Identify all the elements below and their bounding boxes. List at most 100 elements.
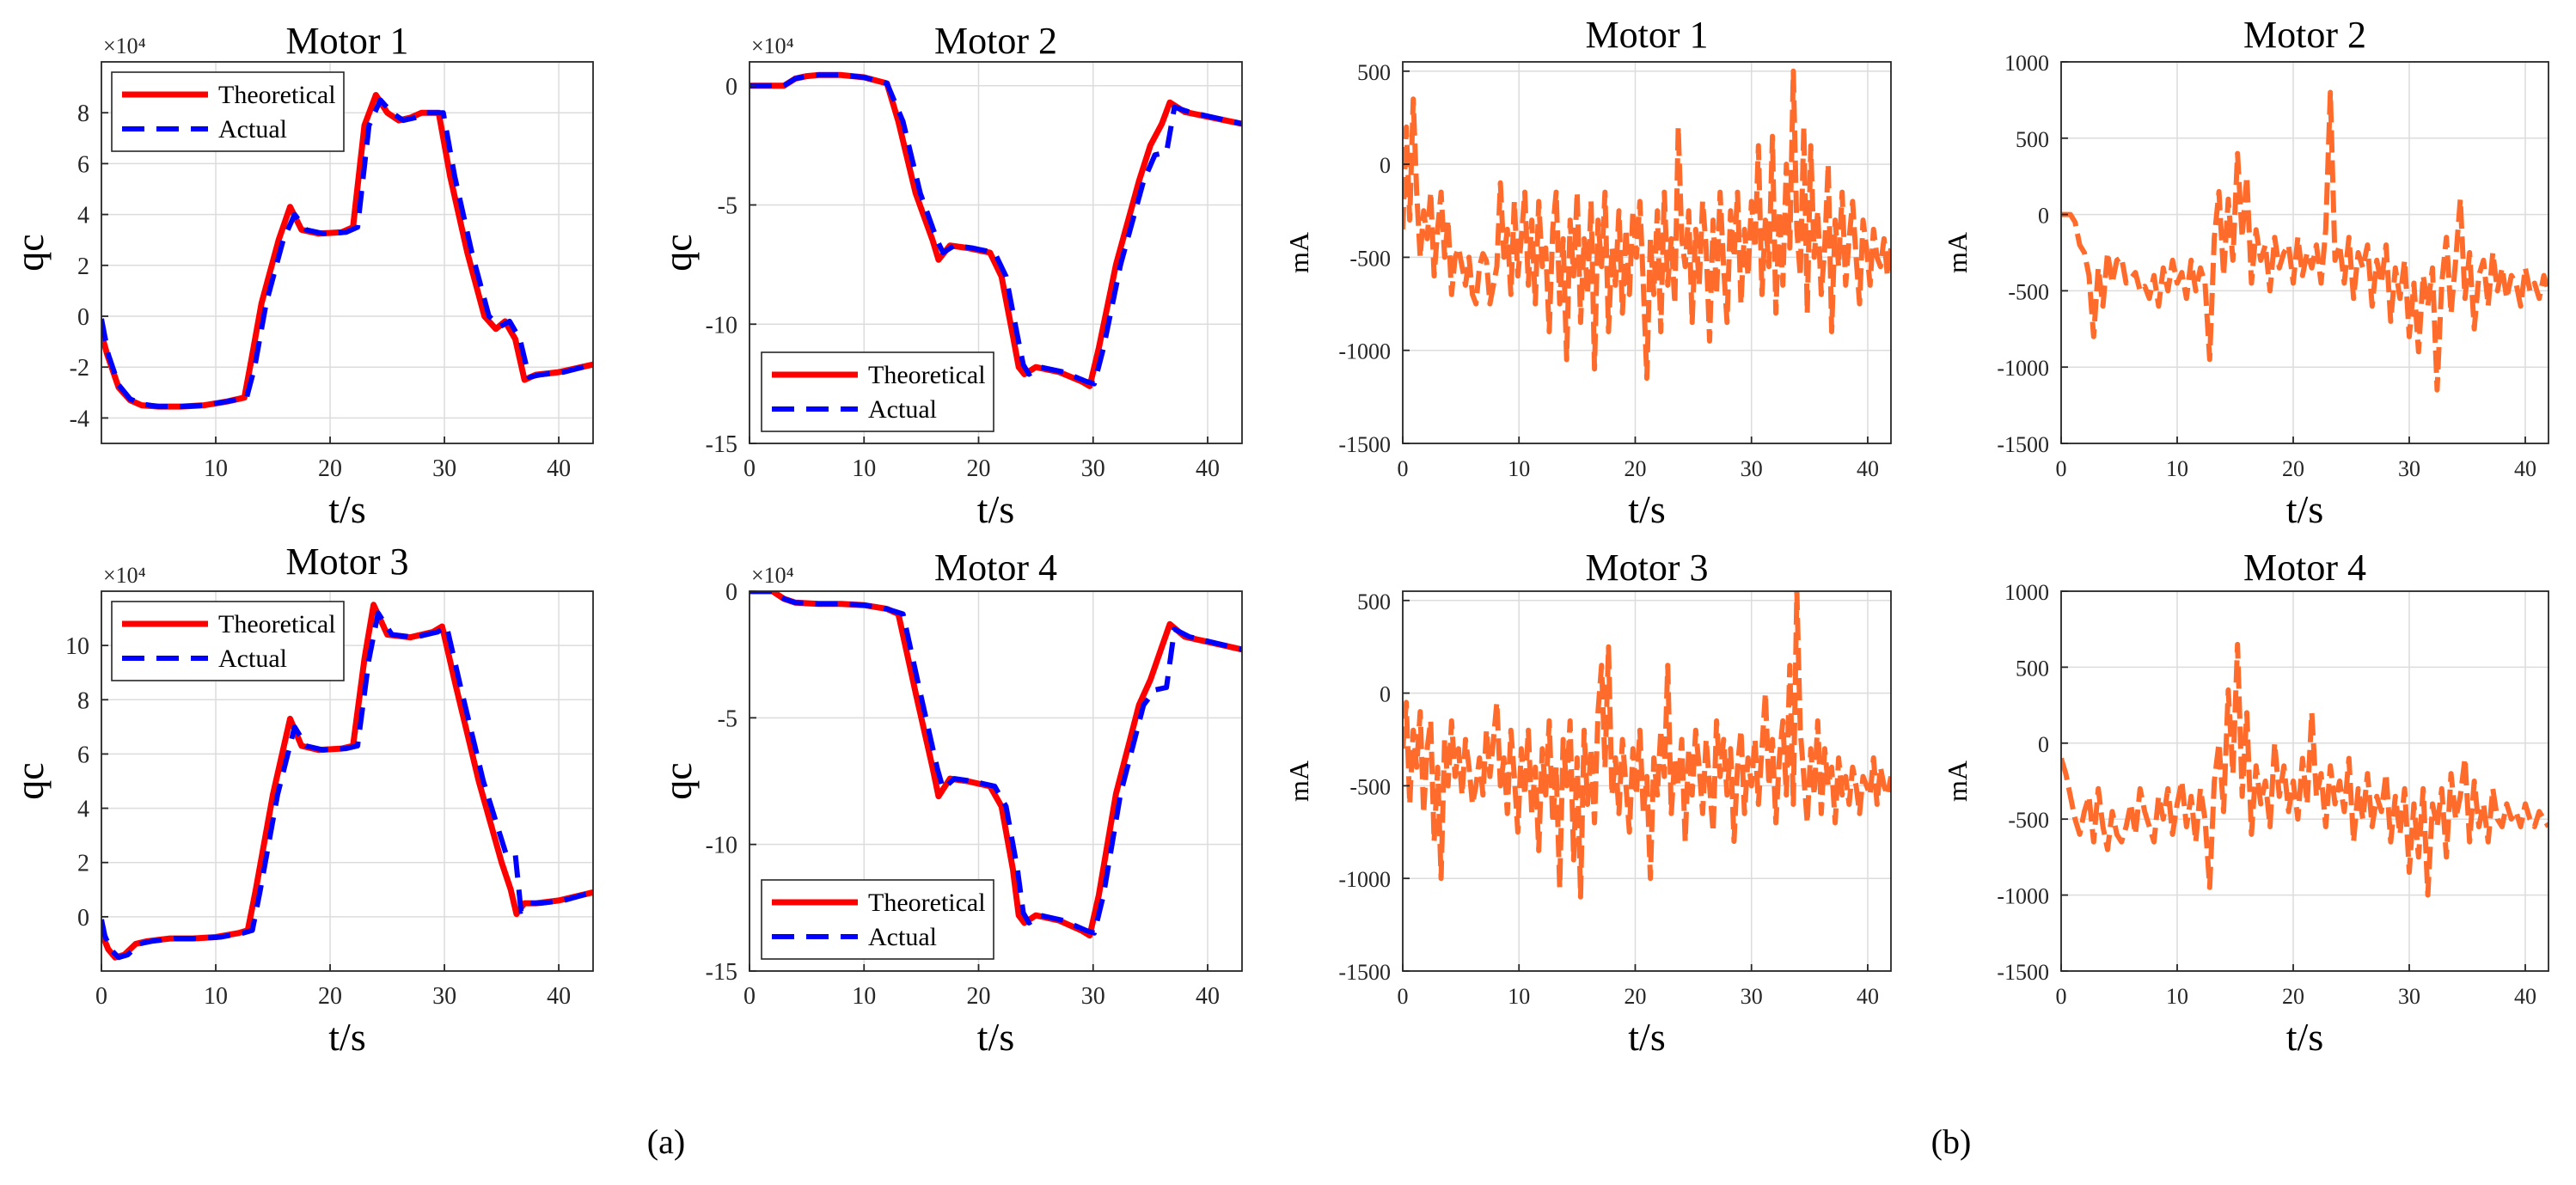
- chart-title: Motor 1: [286, 20, 409, 62]
- y-axis-label: qc: [656, 234, 700, 271]
- y-axis-label: qc: [8, 762, 52, 799]
- legend-label: Theoretical: [868, 889, 986, 917]
- x-tick-label: 10: [1508, 456, 1530, 481]
- x-tick-label: 10: [2166, 456, 2188, 481]
- y-tick-label: 2: [77, 851, 89, 877]
- x-tick-label: 40: [1857, 456, 1879, 481]
- y-tick-label: -1000: [1338, 339, 1391, 364]
- y-axis-label: mA: [1942, 232, 1973, 273]
- series-line-theoretical: [750, 591, 1242, 939]
- series-line-current: [1403, 591, 1891, 900]
- x-tick-label: 40: [547, 983, 571, 1010]
- x-tick-label: 0: [1398, 984, 1409, 1009]
- y-tick-label: -2: [70, 355, 89, 382]
- y-tick-label: -1000: [1997, 884, 2049, 909]
- chart-a1: 10 20 30 40 -4 -2 0 2 4 6 8 Motor 1 t/s qc ×10⁴ Theoret…: [8, 20, 594, 531]
- axes-frame: [101, 590, 594, 972]
- exponent-label: ×10⁴: [103, 563, 146, 588]
- y-tick-label: 0: [725, 579, 737, 606]
- chart-b3: 0 10 20 30 40 -1500 -1000 -500 0 500 Motor 3 t/s mA: [1283, 547, 1892, 1059]
- exponent-label: ×10⁴: [751, 563, 794, 588]
- x-axis-label: t/s: [977, 1015, 1014, 1059]
- y-tick-label: 0: [77, 304, 89, 331]
- x-tick-label: 20: [967, 983, 991, 1010]
- y-tick-label: 1000: [2004, 580, 2049, 605]
- legend-label: Actual: [868, 395, 937, 424]
- axes-frame: [749, 590, 1243, 972]
- series-line-current: [2061, 641, 2548, 898]
- exponent-label: ×10⁴: [751, 34, 794, 58]
- x-tick-label: 0: [2056, 456, 2067, 481]
- x-axis-label: t/s: [328, 1015, 365, 1059]
- axes-frame: [101, 61, 594, 444]
- x-axis-label: t/s: [2286, 487, 2323, 531]
- y-tick-label: 0: [77, 905, 89, 932]
- legend-label: Actual: [868, 923, 937, 951]
- x-tick-label: 30: [432, 983, 456, 1010]
- y-tick-label: 6: [77, 742, 89, 768]
- y-tick-label: 0: [1380, 682, 1391, 707]
- x-tick-label: 0: [95, 983, 107, 1010]
- x-tick-label: 30: [1741, 456, 1763, 481]
- y-tick-label: 500: [1357, 60, 1391, 85]
- x-tick-label: 30: [1081, 455, 1105, 482]
- y-tick-label: -1500: [1338, 432, 1391, 457]
- y-tick-label: -500: [1349, 774, 1391, 799]
- y-tick-label: -1000: [1338, 867, 1391, 892]
- axes-frame: [1402, 590, 1892, 972]
- y-tick-label: -1500: [1997, 432, 2049, 457]
- chart-title: Motor 3: [286, 541, 409, 583]
- y-tick-label: -1500: [1338, 960, 1391, 985]
- x-tick-label: 20: [1624, 984, 1646, 1009]
- x-tick-label: 0: [743, 983, 756, 1010]
- chart-a4: 0 10 20 30 40 -15 -10 -5 0 Motor 4 t/s qc ×10⁴ Theore…: [656, 547, 1243, 1059]
- series-line-current: [2061, 89, 2548, 393]
- x-tick-label: 10: [204, 983, 228, 1010]
- x-tick-label: 10: [1508, 984, 1530, 1009]
- legend-label: Theoretical: [218, 81, 336, 109]
- x-tick-label: 20: [318, 983, 342, 1010]
- series-line-actual: [750, 591, 1242, 936]
- y-tick-label: 8: [77, 687, 89, 714]
- x-axis-label: t/s: [1628, 487, 1665, 531]
- chart-title: Motor 4: [2243, 547, 2366, 589]
- chart-title: Motor 3: [1586, 547, 1709, 589]
- y-axis-label: mA: [1283, 232, 1314, 273]
- y-tick-label: -500: [1349, 246, 1391, 271]
- series-line-theoretical: [750, 71, 1242, 389]
- x-tick-label: 40: [2514, 984, 2536, 1009]
- legend-label: Actual: [218, 115, 287, 144]
- legend-box: [111, 601, 345, 681]
- x-tick-label: 10: [852, 455, 876, 482]
- y-tick-label: -1500: [1997, 960, 2049, 985]
- series-line-actual: [750, 72, 1242, 387]
- series-line-actual: [101, 610, 593, 961]
- axes-frame: [2060, 61, 2549, 444]
- legend: Theoretical Actual: [761, 351, 994, 432]
- x-axis-label: t/s: [977, 487, 1014, 531]
- y-tick-label: -5: [718, 193, 737, 220]
- legend-label: Actual: [218, 644, 287, 673]
- chart-b1: 0 10 20 30 40 -1500 -1000 -500 0 500 Motor 1 t/s mA: [1283, 14, 1892, 531]
- y-tick-label: 500: [1357, 589, 1391, 614]
- series-line-current: [1403, 68, 1891, 382]
- y-tick-label: -10: [706, 312, 737, 339]
- chart-b4: 0 10 20 30 40 -1500 -1000 -500 0 500 1000 Motor 4 t/…: [1942, 547, 2549, 1059]
- x-tick-label: 20: [1624, 456, 1646, 481]
- x-axis-label: t/s: [1628, 1015, 1665, 1059]
- y-axis-label: mA: [1283, 760, 1314, 802]
- x-tick-label: 40: [1196, 455, 1220, 482]
- y-tick-label: 10: [65, 633, 89, 660]
- series-line-actual: [101, 97, 593, 410]
- series-group: [101, 92, 593, 410]
- series-group: [1403, 68, 1891, 382]
- x-tick-label: 40: [1196, 983, 1220, 1010]
- y-tick-label: -5: [718, 706, 737, 732]
- x-tick-label: 40: [2514, 456, 2536, 481]
- panel-a-caption: (a): [647, 1122, 685, 1161]
- legend: Theoretical Actual: [111, 71, 345, 152]
- series-group: [750, 71, 1242, 389]
- series-group: [2061, 641, 2548, 898]
- chart-title: Motor 1: [1586, 14, 1709, 56]
- y-axis-label: qc: [656, 762, 700, 799]
